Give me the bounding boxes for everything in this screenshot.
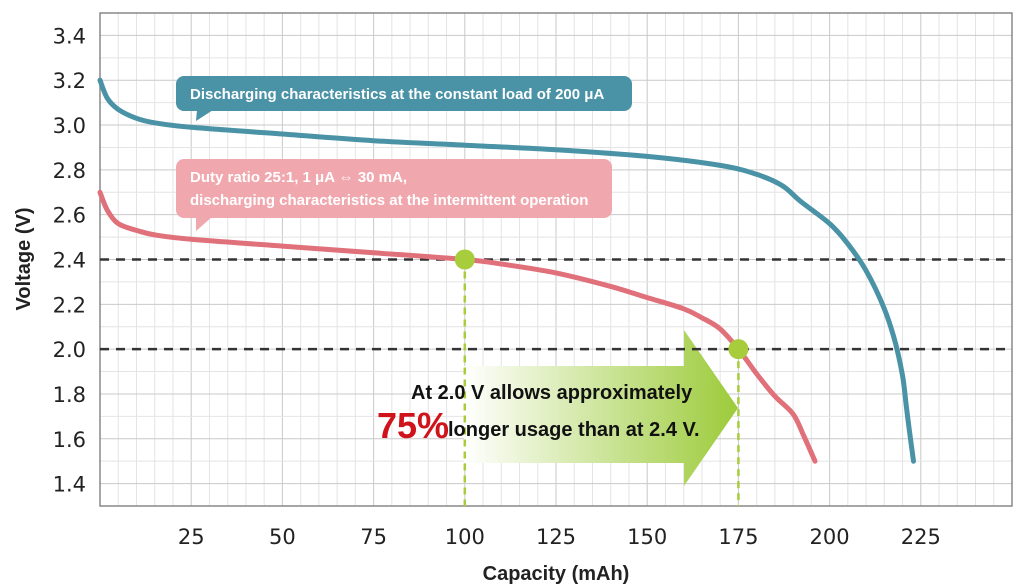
marker-dot [728,339,749,360]
x-tick-labels: 25 50 75 100 125 150 175 200 225 [178,525,941,549]
y-tick-label: 3.2 [53,69,86,93]
arrow-note-percent: 75% [377,405,449,446]
x-axis-title: Capacity (mAh) [483,563,630,585]
x-tick-label: 200 [810,525,850,549]
pink-callout-text-line2: discharging characteristics at the inter… [190,192,588,209]
arrow-note-line1: At 2.0 V allows approximately [411,382,693,404]
marker-dot [454,249,475,270]
arrow-note-line2: longer usage than at 2.4 V. [448,419,700,441]
x-tick-label: 125 [536,525,576,549]
gain-arrow [464,330,738,486]
y-tick-label: 2.4 [53,249,86,273]
x-tick-label: 175 [718,525,758,549]
y-tick-label: 2.8 [53,159,86,183]
y-axis-title: Voltage (V) [13,208,35,311]
y-tick-label: 1.8 [53,383,86,407]
pink-callout: Duty ratio 25:1, 1 μA ⇔ 30 mA, dischargi… [176,159,612,231]
x-tick-label: 25 [178,525,205,549]
series-line-constant-load [97,77,916,464]
pink-callout-pointer [196,217,212,231]
y-tick-label: 3.0 [53,114,86,138]
y-tick-label: 1.4 [53,473,86,497]
pink-callout-box [176,159,612,218]
x-tick-label: 75 [360,525,387,549]
series-line-intermittent [97,189,818,464]
x-tick-label: 50 [269,525,296,549]
marker-drop-lines [463,259,740,506]
x-tick-label: 225 [901,525,941,549]
y-tick-label: 2.2 [53,293,86,317]
y-tick-label: 2.6 [53,204,86,228]
y-tick-label: 1.6 [53,428,86,452]
blue-callout-pointer [196,110,213,121]
markers [454,249,749,360]
y-tick-labels: 1.4 1.6 1.8 2.0 2.2 2.4 2.6 2.8 3.0 3.2 3.4 [53,24,86,496]
y-tick-label: 3.4 [53,24,86,48]
series-lines [97,77,916,464]
y-tick-label: 2.0 [53,338,86,362]
pink-callout-text-line1: Duty ratio 25:1, 1 μA ⇔ 30 mA, [190,169,407,186]
blue-callout-box [176,76,632,111]
x-tick-label: 150 [627,525,667,549]
blue-callout-text: Discharging characteristics at the const… [190,86,604,103]
blue-callout: Discharging characteristics at the const… [176,76,632,121]
x-tick-label: 100 [445,525,485,549]
